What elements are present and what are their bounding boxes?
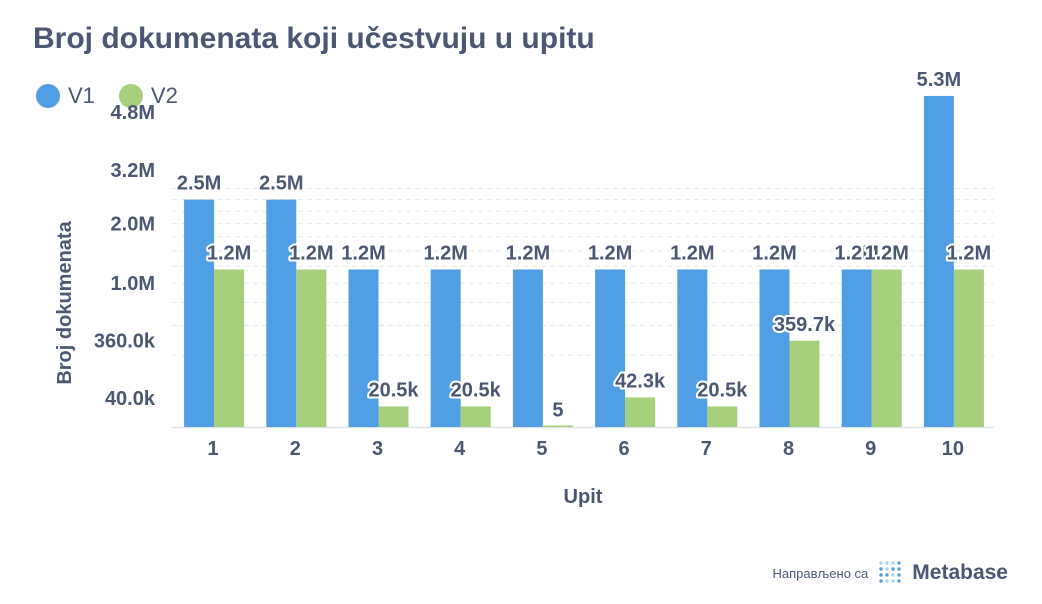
data-label-v1: 1.2M (752, 242, 796, 264)
legend-dot-v2 (118, 84, 143, 108)
bar-v2 (378, 406, 409, 427)
data-label-v2: 1.2M (864, 242, 908, 264)
bar-v1 (923, 95, 954, 427)
data-label-v2: 1.2M (947, 242, 991, 264)
data-label-v2: 20.5k (368, 379, 419, 401)
legend-item-v1[interactable]: V1 (36, 83, 95, 109)
data-label-v2: 20.5k (697, 379, 748, 401)
data-label-v2: 5 (552, 400, 563, 422)
made-with-text: Направљено са (772, 565, 869, 581)
legend-label-v1: V1 (68, 83, 95, 108)
y-tick-label: 360.0k (94, 331, 156, 353)
legend-label-v2: V2 (150, 83, 178, 108)
data-label-v1: 1.2M (834, 242, 878, 264)
data-label-v1: 1.2M (341, 242, 385, 264)
bar-v2 (214, 269, 245, 427)
x-tick-label: 3 (372, 438, 383, 460)
bar-v2 (296, 269, 327, 427)
chart-title: Broj dokumenata koji učestvuju u upitu (33, 22, 595, 55)
bar-v2 (460, 406, 491, 427)
y-axis-title: Broj dokumenata (54, 220, 76, 384)
bar-v1 (512, 269, 543, 427)
data-label-v2: 359.7k (774, 314, 836, 336)
data-label-v1: 1.2M (506, 242, 550, 264)
x-tick-label: 4 (454, 438, 466, 460)
x-tick-label: 6 (619, 438, 630, 460)
bar-v1 (184, 199, 215, 427)
bar-v2 (789, 340, 820, 427)
y-tick-label: 4.8M (111, 102, 155, 124)
legend-dot-v1 (36, 84, 60, 108)
legend-item-v2[interactable]: V2 (118, 83, 178, 109)
x-tick-label: 2 (290, 438, 301, 460)
y-tick-label: 1.0M (111, 273, 155, 295)
bar-v2 (625, 397, 656, 427)
metabase-brand: Metabase (912, 561, 1008, 584)
data-label-v1: 2.5M (177, 173, 221, 195)
x-tick-label: 10 (942, 438, 964, 460)
data-label-v2: 42.3k (615, 370, 666, 392)
data-label-v2: 20.5k (451, 379, 502, 401)
bar-v1 (677, 269, 708, 427)
x-tick-label: 1 (208, 438, 219, 460)
data-label-v1: 1.2M (670, 242, 714, 264)
y-tick-label: 3.2M (111, 160, 155, 182)
bar-v2 (707, 406, 738, 427)
bar-v1 (759, 269, 790, 427)
bar-v2 (871, 269, 902, 427)
bar-v1 (841, 269, 872, 427)
metabase-logo-icon (879, 561, 901, 583)
data-label-v1: 5.3M (917, 69, 961, 91)
x-axis-title: Upit (564, 486, 603, 508)
bar-v1 (348, 269, 379, 427)
x-tick-label: 9 (865, 438, 876, 460)
x-tick-label: 7 (701, 438, 712, 460)
footer: Направљено са Metabase (772, 558, 1008, 588)
bar-v2 (953, 269, 984, 427)
y-tick-label: 2.0M (111, 214, 155, 236)
data-label-v2: 1.2M (207, 242, 251, 264)
chart-legend: V1 V2 (36, 83, 202, 109)
bar-v1 (266, 199, 297, 427)
data-label-v1: 1.2M (423, 242, 467, 264)
data-label-v1: 1.2M (588, 242, 632, 264)
bar-v2 (542, 425, 573, 427)
bar-v1 (430, 269, 461, 427)
y-tick-label: 40.0k (105, 388, 156, 410)
x-tick-label: 8 (783, 438, 794, 460)
data-label-v1: 2.5M (259, 173, 303, 195)
data-label-v2: 1.2M (289, 242, 333, 264)
x-tick-label: 5 (536, 438, 547, 460)
bar-v1 (595, 269, 626, 427)
